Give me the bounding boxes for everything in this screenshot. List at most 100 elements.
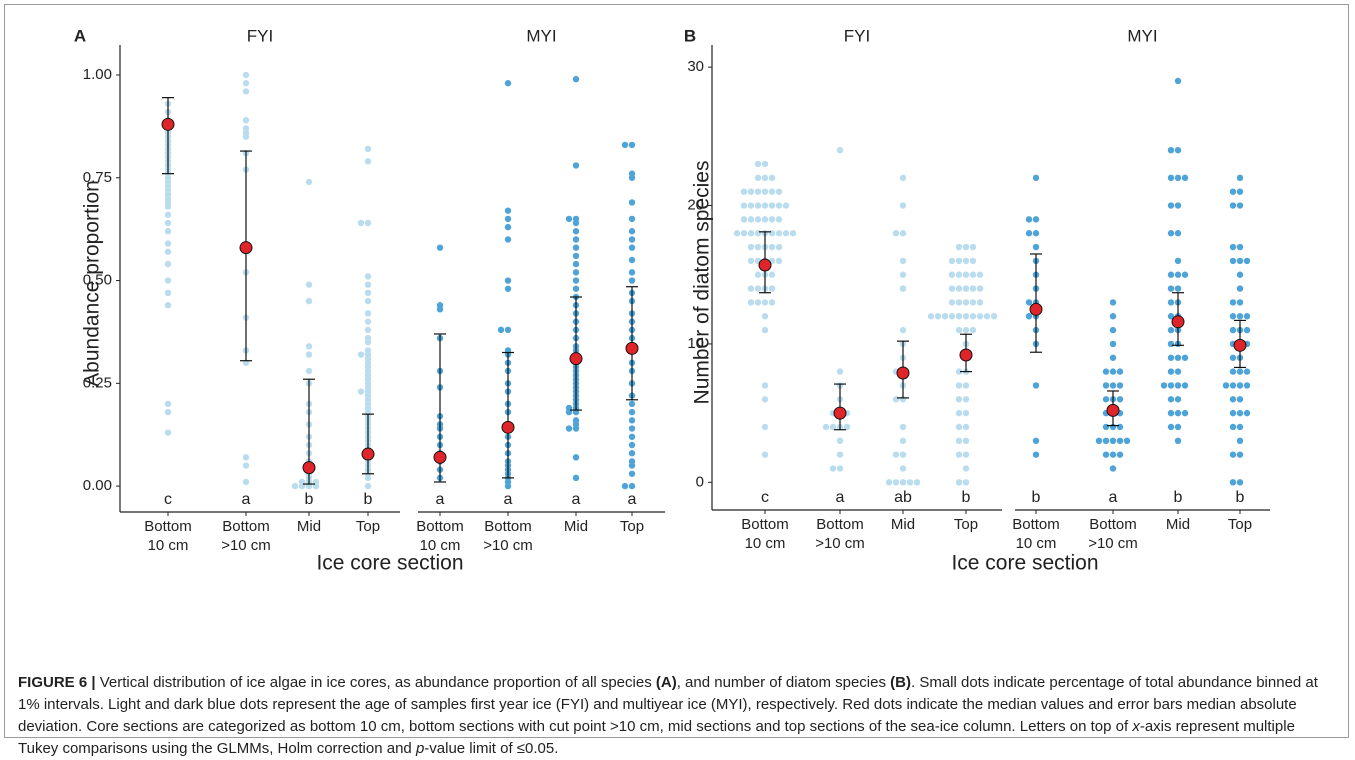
caption-text: , and number of diatom species: [676, 674, 891, 691]
data-dot: [1236, 174, 1244, 182]
x-tick-label: Bottom: [1012, 516, 1060, 533]
y-tick-label: 0.50: [83, 272, 112, 289]
data-dot: [497, 326, 505, 334]
data-dot: [768, 271, 776, 278]
data-dot: [357, 351, 365, 358]
significance-letter: c: [761, 489, 769, 506]
data-dot: [1222, 382, 1230, 389]
data-dot: [768, 243, 776, 251]
facet-title: MYI: [1127, 26, 1157, 45]
data-dot: [164, 219, 172, 227]
data-dot: [754, 243, 762, 251]
data-dot: [733, 230, 741, 237]
data-dot: [628, 408, 636, 416]
data-dot: [1167, 230, 1175, 237]
data-dot: [934, 313, 942, 320]
median-dot: [501, 420, 515, 434]
data-dot: [628, 417, 636, 424]
x-tick-label: Mid: [1166, 516, 1190, 533]
data-dot: [754, 160, 762, 168]
data-dot: [955, 299, 963, 306]
y-tick-label: 0.75: [83, 169, 112, 186]
data-dot: [1181, 354, 1189, 361]
data-dot: [948, 313, 956, 320]
data-dot: [164, 228, 172, 235]
data-dot: [1181, 409, 1189, 417]
data-dot: [504, 482, 512, 490]
data-dot: [1167, 285, 1175, 292]
data-dot: [1025, 299, 1033, 306]
data-dot: [628, 236, 636, 243]
data-dot: [504, 285, 512, 292]
data-dot: [1032, 437, 1040, 445]
data-dot: [1236, 368, 1244, 375]
x-tick-label: 10 cm: [148, 537, 189, 554]
data-dot: [1229, 409, 1237, 417]
data-dot: [164, 289, 172, 297]
data-dot: [628, 400, 636, 408]
data-dot: [892, 451, 900, 458]
data-dot: [164, 408, 172, 416]
significance-letter: b: [305, 491, 314, 508]
data-dot: [364, 281, 372, 288]
significance-letter: a: [836, 489, 845, 506]
data-dot: [955, 285, 963, 292]
data-dot: [1025, 216, 1033, 223]
data-dot: [747, 299, 755, 306]
data-dot: [775, 243, 783, 251]
data-dot: [1174, 409, 1182, 417]
data-dot: [1229, 354, 1237, 361]
data-dot: [913, 479, 921, 486]
data-dot: [899, 479, 907, 486]
data-dot: [899, 451, 907, 458]
data-dot: [761, 396, 769, 403]
data-dot: [1229, 382, 1237, 389]
data-dot: [305, 367, 313, 375]
caption-text: (A): [655, 674, 677, 691]
data-dot: [572, 454, 580, 461]
y-tick-label: 1.00: [83, 66, 112, 83]
data-dot: [1236, 257, 1244, 265]
data-dot: [892, 396, 900, 403]
data-dot: [1102, 368, 1110, 375]
data-dot: [242, 80, 250, 87]
data-dot: [628, 462, 636, 469]
data-dot: [955, 271, 963, 278]
data-dot: [955, 243, 963, 251]
data-dot: [1167, 313, 1175, 320]
data-dot: [1243, 326, 1251, 334]
x-tick-label: Bottom: [416, 518, 464, 535]
data-dot: [899, 202, 907, 209]
data-dot: [754, 188, 762, 195]
data-dot: [572, 75, 580, 83]
data-dot: [836, 437, 844, 445]
data-dot: [1243, 409, 1251, 417]
caption-text: . Small dots indicate percentage of tota…: [18, 674, 1318, 735]
data-dot: [164, 400, 172, 408]
data-dot: [969, 299, 977, 306]
data-dot: [747, 202, 755, 209]
data-dot: [899, 271, 907, 278]
data-dot: [572, 244, 580, 251]
x-tick-label: Bottom: [1089, 516, 1137, 533]
data-dot: [1160, 382, 1168, 389]
data-dot: [768, 174, 776, 182]
data-dot: [1236, 299, 1244, 306]
median-dot: [625, 341, 639, 355]
data-dot: [761, 326, 769, 334]
data-dot: [754, 230, 762, 237]
data-dot: [164, 429, 172, 436]
data-dot: [1174, 396, 1182, 403]
significance-letter: a: [628, 491, 637, 508]
data-dot: [1167, 396, 1175, 403]
data-dot: [1229, 326, 1237, 334]
data-dot: [242, 478, 250, 486]
data-dot: [572, 162, 580, 169]
data-dot: [1174, 354, 1182, 361]
caption-text: -value limit of ≤0.05.: [424, 740, 559, 757]
data-dot: [1109, 354, 1117, 361]
x-tick-label: Bottom: [816, 516, 864, 533]
data-dot: [1236, 479, 1244, 486]
data-dot: [761, 160, 769, 168]
data-dot: [754, 174, 762, 182]
